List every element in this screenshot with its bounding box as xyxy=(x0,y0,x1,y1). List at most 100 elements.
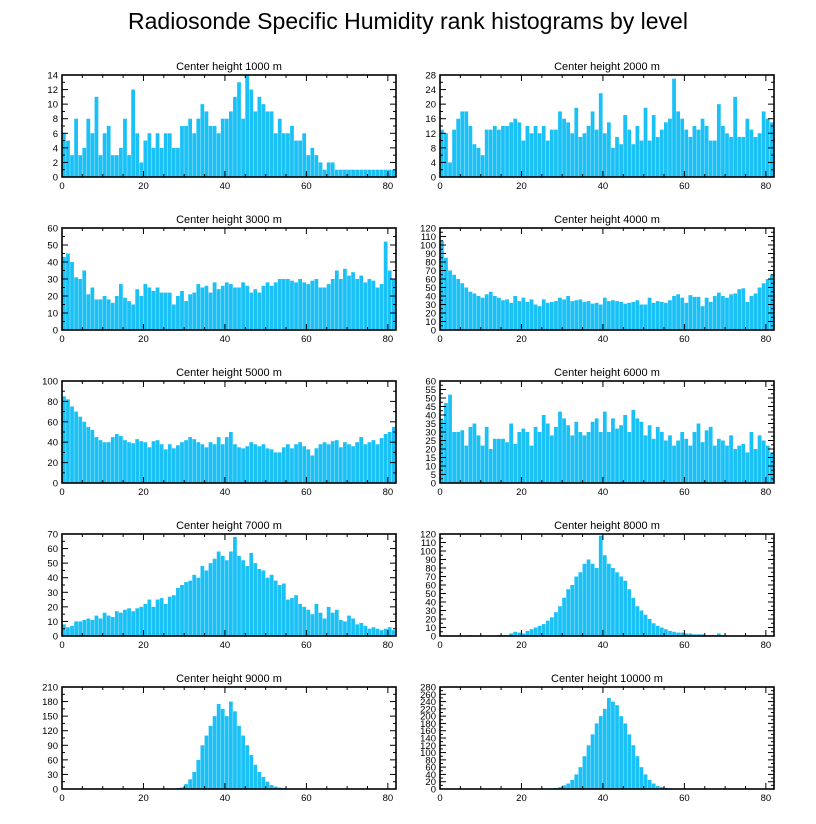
y-tick-label: 2 xyxy=(53,158,58,169)
histogram-bar xyxy=(387,627,392,636)
histogram-bar xyxy=(537,306,542,330)
y-tick-label: 10 xyxy=(425,462,436,473)
histogram-bar xyxy=(545,302,550,330)
histogram-bar xyxy=(570,301,575,330)
histogram-bar xyxy=(171,147,176,177)
histogram-bar xyxy=(318,444,323,483)
histogram-bar xyxy=(549,435,554,483)
histogram-bar xyxy=(110,617,115,636)
x-tick-label: 60 xyxy=(301,181,312,192)
histogram-bar xyxy=(220,555,225,636)
histogram-bar xyxy=(281,279,286,330)
histogram-bar xyxy=(631,301,636,330)
histogram-bar xyxy=(334,169,339,177)
histogram-bar xyxy=(651,438,656,483)
histogram-bar xyxy=(509,423,513,483)
y-tick-label: 280 xyxy=(420,683,436,694)
histogram-bar xyxy=(200,745,205,789)
histogram-bar xyxy=(86,618,91,636)
y-tick-label: 0 xyxy=(431,326,436,337)
histogram-panel: Center height 6000 m0 20 40 60 8005101520253… xyxy=(425,367,775,498)
histogram-bar xyxy=(464,445,469,483)
histogram-bar xyxy=(163,603,168,636)
histogram-bar xyxy=(90,429,95,483)
histogram-bar xyxy=(509,122,513,177)
histogram-bar xyxy=(326,606,331,636)
histogram-bar xyxy=(330,441,335,483)
histogram-bar xyxy=(615,572,619,636)
histogram-bar xyxy=(375,628,380,636)
histogram-bar xyxy=(200,566,205,636)
y-tick-label: 10 xyxy=(47,617,58,628)
x-tick-label: 0 xyxy=(59,334,64,345)
x-tick-label: 20 xyxy=(516,793,527,804)
y-tick-label: 0 xyxy=(53,479,58,490)
histogram-bar xyxy=(204,735,209,789)
histogram-bar xyxy=(184,582,188,636)
histogram-bar xyxy=(306,155,311,177)
y-tick-label: 40 xyxy=(425,292,436,303)
histogram-bar xyxy=(343,621,347,636)
x-tick-label: 0 xyxy=(437,487,442,498)
histogram-bar xyxy=(741,443,746,483)
y-tick-label: 80 xyxy=(425,564,436,575)
histogram-bar xyxy=(123,440,127,483)
y-tick-label: 35 xyxy=(425,419,436,430)
y-tick-label: 15 xyxy=(425,453,436,464)
histogram-bar xyxy=(343,442,347,483)
histogram-bar xyxy=(167,444,172,483)
histogram-bar xyxy=(655,426,660,483)
histogram-bar xyxy=(131,304,135,330)
histogram-bar xyxy=(708,140,713,177)
histogram-bar xyxy=(570,779,575,789)
histogram-bar xyxy=(318,162,323,177)
histogram-bar xyxy=(355,169,360,177)
histogram-bar xyxy=(78,279,83,330)
y-tick-label: 40 xyxy=(47,258,58,269)
histogram-bar xyxy=(541,299,546,330)
histogram-bar xyxy=(237,82,241,177)
histogram-bar xyxy=(257,446,262,483)
histogram-bar xyxy=(521,428,526,483)
histogram-bar xyxy=(192,133,197,177)
histogram-bar xyxy=(541,415,546,483)
histogram-bar xyxy=(684,633,689,636)
y-tick-label: 30 xyxy=(47,770,58,781)
y-tick-label: 0 xyxy=(431,173,436,184)
histogram-bar xyxy=(216,133,221,177)
histogram-bar xyxy=(537,432,542,483)
histogram-bar xyxy=(456,118,461,177)
x-tick-label: 80 xyxy=(383,487,394,498)
histogram-bar xyxy=(647,619,652,636)
histogram-bar xyxy=(700,634,705,636)
histogram-bar xyxy=(229,701,233,789)
histogram-bar xyxy=(391,630,396,636)
y-tick-label: 30 xyxy=(47,588,58,599)
histogram-bar xyxy=(749,129,754,177)
histogram-bar xyxy=(119,284,123,330)
histogram-bar xyxy=(586,559,591,636)
histogram-bar xyxy=(74,621,78,636)
histogram-bar xyxy=(586,126,591,177)
y-tick-label: 5 xyxy=(431,470,436,481)
histogram-bar xyxy=(688,136,693,177)
histogram-bar xyxy=(712,296,717,330)
x-tick-label: 80 xyxy=(383,181,394,192)
histogram-bar xyxy=(66,253,70,330)
y-tick-label: 12 xyxy=(425,129,436,140)
histogram-bar xyxy=(216,704,221,789)
histogram-bar xyxy=(765,279,770,330)
histogram-bar xyxy=(237,725,241,789)
histogram-bar xyxy=(338,619,343,636)
histogram-bar xyxy=(545,620,550,636)
histogram-bar xyxy=(233,287,237,330)
histogram-bar xyxy=(525,301,530,330)
histogram-bar xyxy=(615,301,619,330)
x-tick-label: 40 xyxy=(220,640,231,651)
histogram-bar xyxy=(379,630,384,636)
histogram-bar xyxy=(480,297,485,330)
histogram-bar xyxy=(619,425,623,483)
histogram-bar xyxy=(611,701,615,789)
histogram-bar xyxy=(180,126,184,177)
y-tick-label: 60 xyxy=(425,763,436,774)
